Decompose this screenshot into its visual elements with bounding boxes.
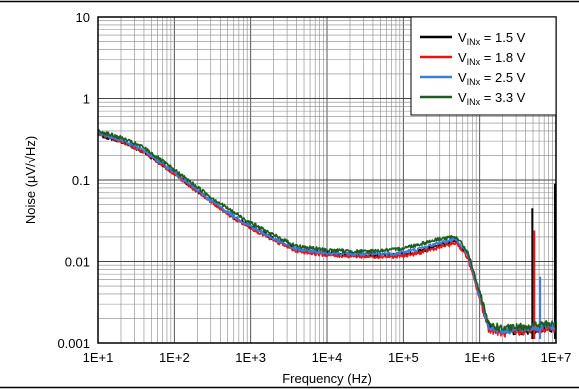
- x-tick-label: 1E+5: [388, 350, 419, 365]
- series-line: [97, 132, 557, 338]
- legend-label-suffix: = 2.5 V: [480, 70, 525, 85]
- series-layer: [97, 128, 557, 339]
- plot-frame: [97, 16, 557, 344]
- legend-label-subscript: INx: [467, 37, 481, 47]
- legend-label-suffix: = 1.8 V: [480, 50, 525, 65]
- x-tick-label: 1E+6: [464, 350, 495, 365]
- grid: [97, 17, 556, 344]
- legend-entry: VINx = 1.8 V: [458, 50, 526, 67]
- legend-label: V: [458, 90, 467, 105]
- x-axis-label: Frequency (Hz): [282, 371, 372, 386]
- legend-box: [410, 16, 557, 116]
- y-tick-label: 10: [76, 10, 90, 25]
- legend-label-subscript: INx: [467, 77, 481, 87]
- legend-entry: VINx = 3.3 V: [458, 90, 526, 107]
- y-tick-label: 0.1: [72, 173, 90, 188]
- legend-label: V: [458, 30, 467, 45]
- x-tick-label: 1E+3: [235, 350, 266, 365]
- series-line: [97, 128, 557, 332]
- legend-label-subscript: INx: [467, 97, 481, 107]
- legend-entry: VINx = 1.5 V: [458, 30, 526, 47]
- y-tick-label: 1: [83, 92, 90, 107]
- legend-entry: VINx = 2.5 V: [458, 70, 526, 87]
- x-tick-labels: 1E+1 1E+2 1E+3 1E+4 1E+5 1E+6 1E+7: [83, 350, 572, 365]
- x-tick-label: 1E+1: [83, 350, 114, 365]
- legend-label: V: [458, 50, 467, 65]
- legend-label-subscript: INx: [467, 57, 481, 67]
- y-tick-label: 0.001: [57, 336, 90, 351]
- x-tick-label: 1E+4: [312, 350, 343, 365]
- legend-label: V: [458, 70, 467, 85]
- legend-label-suffix: = 3.3 V: [480, 90, 525, 105]
- x-tick-label: 1E+7: [541, 350, 572, 365]
- x-tick-label: 1E+2: [159, 350, 190, 365]
- series-4: [97, 128, 557, 332]
- legend-label-suffix: = 1.5 V: [480, 30, 525, 45]
- y-tick-labels: 0.001 0.01 0.1 1 10: [57, 10, 90, 351]
- y-axis-label: Noise (µV/√Hz): [23, 136, 38, 224]
- y-tick-label: 0.01: [65, 255, 90, 270]
- series-2: [97, 132, 557, 339]
